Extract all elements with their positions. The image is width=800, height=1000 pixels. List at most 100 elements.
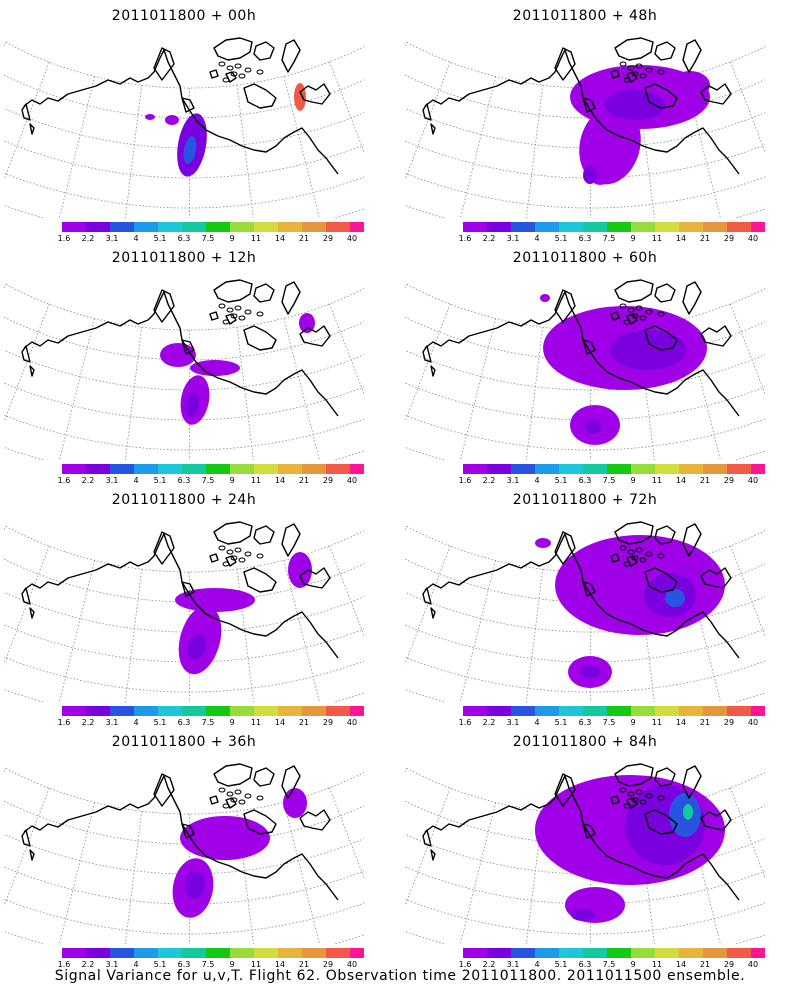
panel-title: 2011011800 + 72h xyxy=(512,492,658,508)
coastline xyxy=(253,525,275,545)
colorbar-swatch xyxy=(86,222,110,232)
colorbar-label: 21 xyxy=(700,718,710,726)
colorbar-swatch xyxy=(535,464,559,474)
variance-field xyxy=(145,83,306,177)
island xyxy=(657,795,665,801)
longitude-line xyxy=(236,84,254,218)
coastline xyxy=(181,97,195,113)
longitude-line xyxy=(4,303,50,423)
colorbar-swatch xyxy=(206,222,230,232)
colorbar-label: 5.1 xyxy=(555,234,568,242)
colorbar-swatch xyxy=(110,948,134,958)
coastline xyxy=(422,345,432,363)
colorbar-label: 4 xyxy=(133,476,138,484)
latitude-line xyxy=(4,558,364,603)
coastline xyxy=(654,767,676,787)
coastlines xyxy=(21,279,339,417)
colorbar-label: 11 xyxy=(251,960,261,968)
variance-contour xyxy=(605,90,665,120)
longitude-line xyxy=(730,61,765,153)
colorbar-swatch xyxy=(583,464,607,474)
island xyxy=(623,319,631,325)
longitude-line xyxy=(525,327,544,460)
latitude-line xyxy=(405,591,765,633)
coastline xyxy=(181,581,195,597)
colorbar-swatch xyxy=(607,706,631,716)
coastline xyxy=(610,795,620,805)
colorbar-swatch xyxy=(631,706,655,716)
island xyxy=(238,73,246,79)
island xyxy=(657,311,665,317)
coastline xyxy=(430,365,436,377)
coastline xyxy=(654,41,676,61)
forecast-panel: 2011011800 + 12h 1.6 2.2 3.1 4 5.1 6.3 7.5 9 11 14… xyxy=(4,242,364,484)
longitude-line xyxy=(4,61,50,181)
colorbar-swatch xyxy=(559,706,583,716)
coastline xyxy=(430,849,436,861)
variance-field xyxy=(160,313,315,425)
island xyxy=(635,63,643,69)
coastline xyxy=(610,553,620,563)
coastline xyxy=(181,823,195,839)
colorbar-swatch xyxy=(487,706,511,716)
coastline xyxy=(682,765,702,799)
colorbar-swatch xyxy=(487,464,511,474)
island xyxy=(623,77,631,83)
panel-title: 2011011800 + 36h xyxy=(111,734,257,750)
colorbar-swatch xyxy=(751,464,765,474)
coastline xyxy=(422,829,432,847)
coastline xyxy=(21,345,31,363)
coastline xyxy=(424,49,740,175)
colorbar-swatch xyxy=(206,948,230,958)
island xyxy=(256,311,264,317)
longitude-line xyxy=(283,560,320,702)
colorbar-label: 4 xyxy=(133,234,138,242)
island xyxy=(639,315,647,321)
colorbar-swatch xyxy=(727,464,751,474)
longitude-line xyxy=(329,545,364,637)
colorbar-label: 1.6 xyxy=(58,718,71,726)
colorbar-swatch xyxy=(751,948,765,958)
colorbar-swatch xyxy=(583,222,607,232)
island xyxy=(631,71,639,77)
latitude-line xyxy=(4,591,364,633)
colorbar-label: 6.3 xyxy=(579,476,592,484)
variance-contour xyxy=(583,166,597,184)
coastline xyxy=(644,325,678,351)
coastline xyxy=(422,103,432,121)
coastline xyxy=(614,37,654,61)
latitude-line xyxy=(405,558,765,603)
longitude-line xyxy=(459,802,497,944)
colorbar-swatch xyxy=(703,706,727,716)
island xyxy=(657,69,665,75)
colorbar-label: 2.2 xyxy=(483,718,496,726)
colorbar-swatch xyxy=(158,222,182,232)
colorbar-swatch xyxy=(655,222,679,232)
island xyxy=(244,551,252,557)
map-frame xyxy=(4,525,364,702)
latitude-line xyxy=(405,316,765,361)
forecast-panel: 2011011800 + 36h 1.6 2.2 3.1 4 5.1 6.3 7.5 9 11 14… xyxy=(4,726,364,968)
colorbar-label: 1.6 xyxy=(459,718,472,726)
coastline xyxy=(424,291,740,417)
colorbar-label: 2.2 xyxy=(82,476,95,484)
coastline xyxy=(209,795,219,805)
colorbar-swatch xyxy=(302,706,326,716)
polar-map xyxy=(4,279,364,460)
longitude-line xyxy=(283,802,320,944)
coastline xyxy=(424,533,740,659)
variance-contour xyxy=(294,83,306,111)
coastline xyxy=(213,763,253,787)
variance-contour xyxy=(184,871,206,899)
coastline xyxy=(281,765,301,799)
coastline xyxy=(281,281,301,315)
colorbar-label: 29 xyxy=(724,476,734,484)
variance-field xyxy=(570,65,710,185)
coastline xyxy=(153,773,175,807)
colorbar-swatch xyxy=(559,464,583,474)
coastline xyxy=(21,103,31,121)
island xyxy=(631,313,639,319)
colorbar-label: 2.2 xyxy=(483,234,496,242)
colorbar-label: 4 xyxy=(133,960,138,968)
colorbar-swatch xyxy=(559,948,583,958)
